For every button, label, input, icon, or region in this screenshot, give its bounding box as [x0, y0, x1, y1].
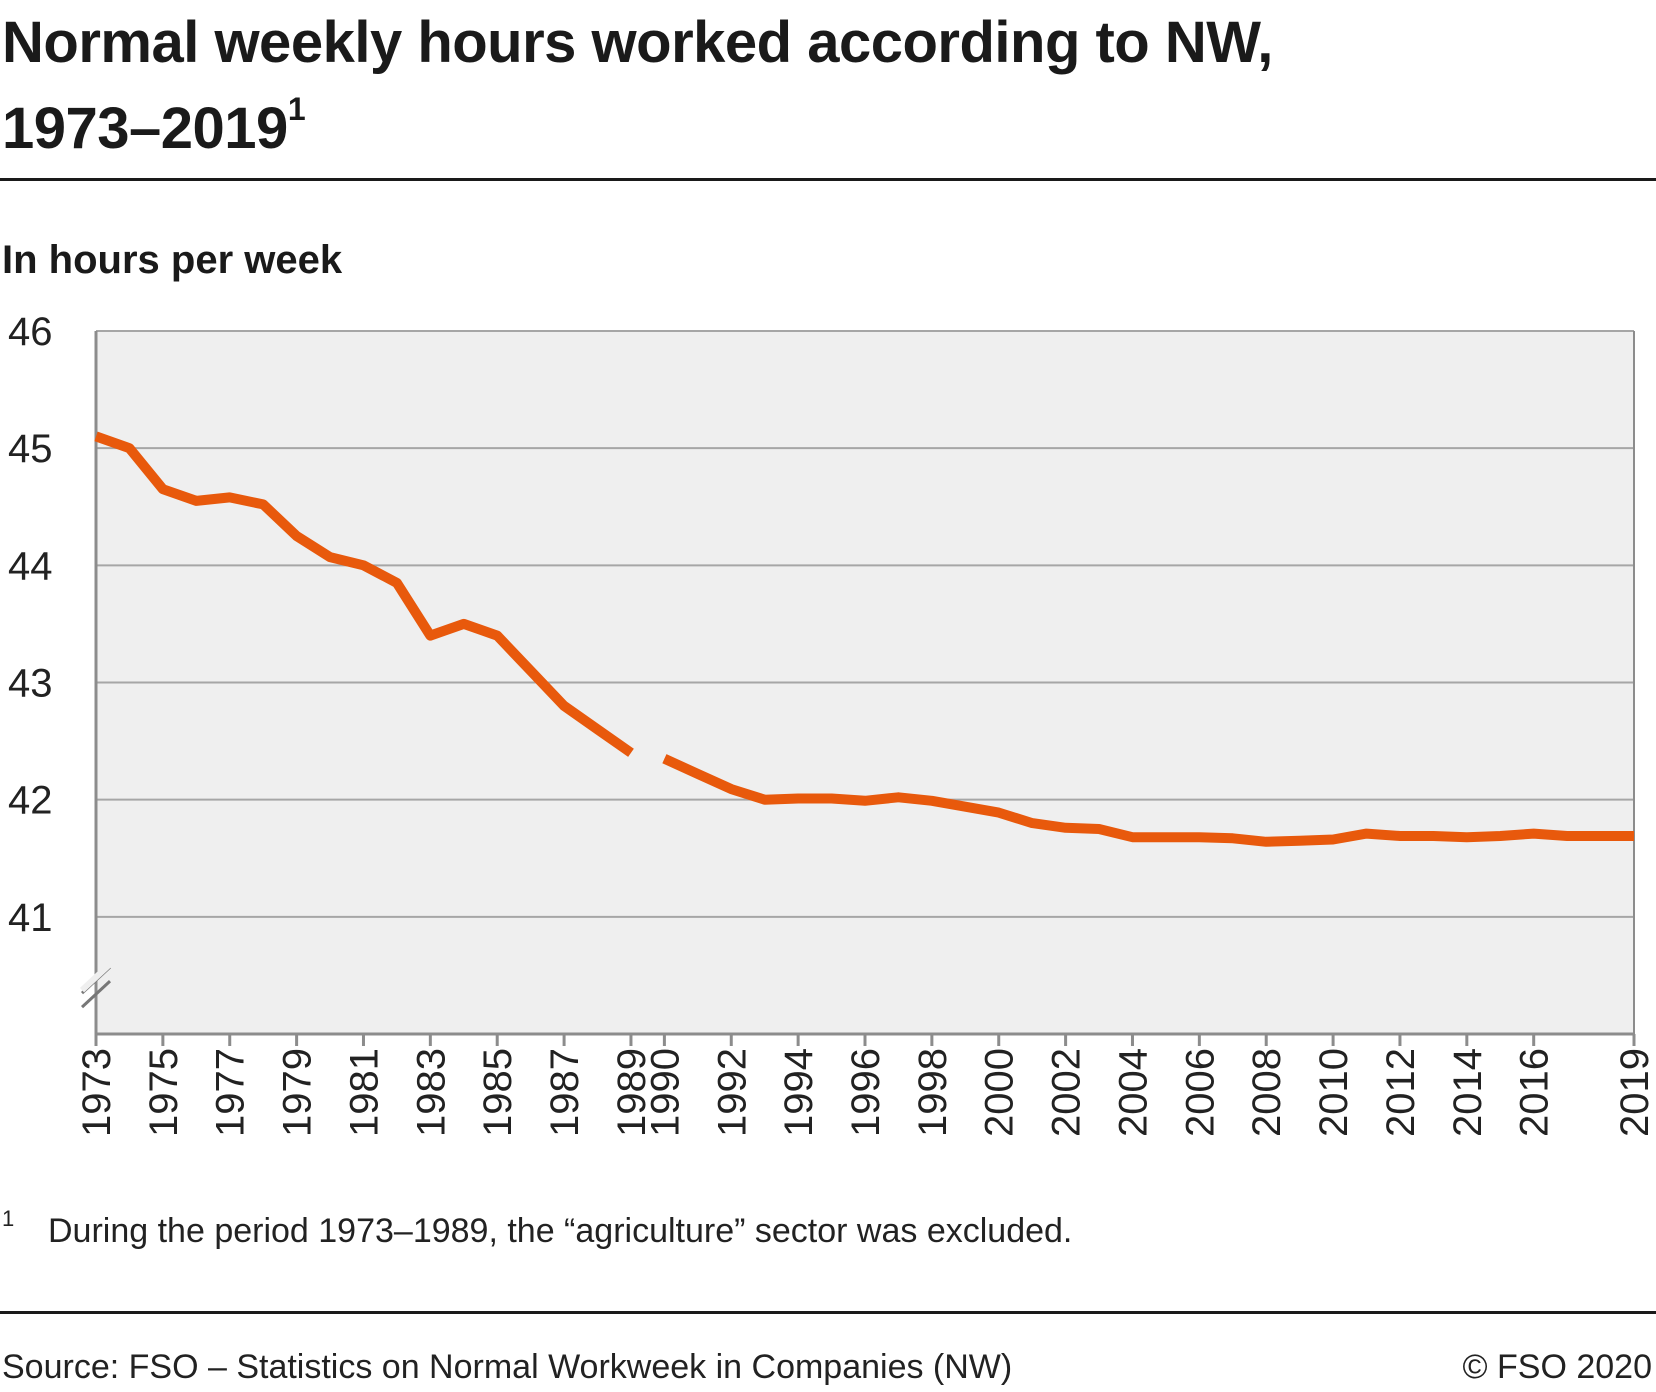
unit-label: In hours per week: [2, 238, 343, 282]
chart-title-line1: Normal weekly hours worked according to …: [2, 10, 1273, 75]
x-tick-label: 1983: [409, 1048, 453, 1137]
x-tick-label: 2019: [1613, 1048, 1656, 1137]
chart-title: Normal weekly hours worked according to …: [2, 0, 1562, 172]
chart-title-line2: 1973–2019: [2, 96, 288, 161]
x-tick-label: 2004: [1111, 1048, 1155, 1137]
x-tick-label: 1981: [342, 1048, 386, 1137]
footnote-mark: 1: [2, 1206, 15, 1231]
footnote-text: During the period 1973–1989, the “agricu…: [48, 1212, 1073, 1250]
y-tick-label: 43: [8, 662, 53, 706]
title-footnote-mark: 1: [287, 91, 306, 127]
source-text: Source: FSO – Statistics on Normal Workw…: [2, 1348, 1013, 1386]
x-tick-label: 1979: [276, 1048, 320, 1137]
y-tick-label: 41: [8, 896, 53, 940]
x-tick-label: 2002: [1045, 1048, 1089, 1137]
y-tick-label: 42: [8, 779, 53, 823]
x-tick-label: 2008: [1245, 1048, 1289, 1137]
x-tick-label: 1996: [844, 1048, 888, 1137]
x-tick-label: 1975: [142, 1048, 186, 1137]
axis-break-mark: [80, 980, 112, 1009]
y-tick-label: 46: [8, 310, 53, 354]
x-tick-label: 2010: [1312, 1048, 1356, 1137]
x-tick-label: 2006: [1178, 1048, 1222, 1137]
copyright-text: © FSO 2020: [1462, 1348, 1652, 1386]
footer-rule: [0, 1311, 1656, 1314]
x-tick-label: 1998: [911, 1048, 955, 1137]
x-tick-label: 2012: [1379, 1048, 1423, 1137]
x-tick-label: 1992: [710, 1048, 754, 1137]
x-tick-label: 1990: [643, 1048, 687, 1137]
header-rule: [0, 178, 1656, 181]
x-tick-label: 1987: [543, 1048, 587, 1137]
x-tick-label: 1977: [209, 1048, 253, 1137]
x-tick-label: 1994: [777, 1048, 821, 1137]
x-tick-label: 1973: [75, 1048, 119, 1137]
series-line-segment: [662, 754, 1634, 847]
axis-break-gap: [79, 961, 113, 993]
x-tick-label: 2014: [1446, 1048, 1490, 1137]
y-tick-label: 44: [8, 544, 53, 588]
x-tick-label: 2000: [978, 1048, 1022, 1137]
x-tick-label: 1985: [476, 1048, 520, 1137]
x-tick-label: 1989: [610, 1048, 654, 1137]
y-tick-label: 45: [8, 427, 53, 471]
x-tick-label: 2016: [1513, 1048, 1557, 1137]
line-chart: 41 42 43 44 45 46 1973 1975 1977 1979 1981 1983 1985…: [8, 310, 1656, 1137]
